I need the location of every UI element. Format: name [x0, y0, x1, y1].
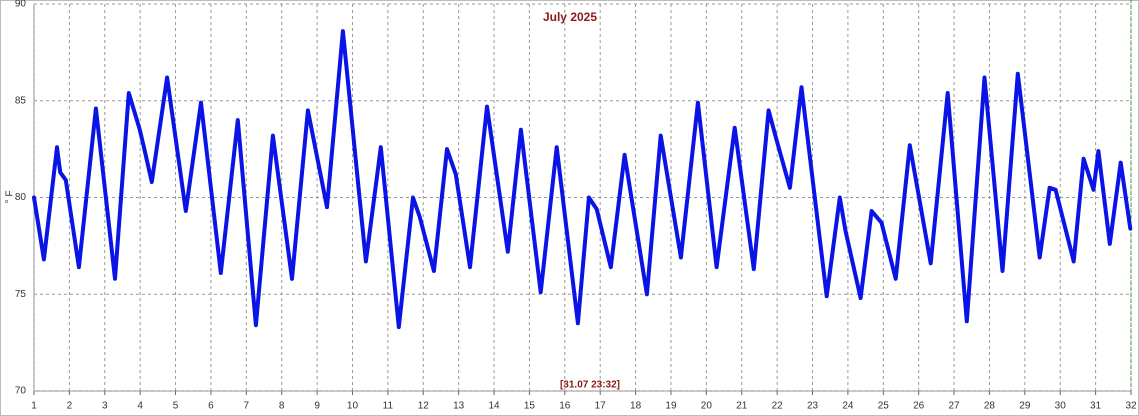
- x-tick-label: 28: [984, 401, 996, 412]
- x-tick-label: 4: [137, 401, 143, 412]
- x-tick-label: 9: [314, 401, 320, 412]
- x-tick-label: 7: [244, 401, 250, 412]
- x-tick-label: 3: [102, 401, 108, 412]
- x-tick-label: 29: [1019, 401, 1031, 412]
- x-tick-label: 16: [559, 401, 571, 412]
- temperature-line: [32, 29, 1133, 330]
- x-tick-label: 17: [595, 401, 607, 412]
- x-tick-label: 14: [488, 401, 500, 412]
- x-tick-label: 26: [913, 401, 925, 412]
- x-tick-label: 15: [524, 401, 536, 412]
- x-tick-label: 21: [736, 401, 748, 412]
- x-tick-label: 12: [418, 401, 430, 412]
- x-tick-label: 11: [383, 401, 394, 412]
- y-axis-label: ° F: [5, 191, 16, 204]
- x-tick-label: 10: [347, 401, 359, 412]
- x-tick-label: 2: [67, 401, 73, 412]
- x-tick-label: 32: [1125, 401, 1137, 412]
- x-tick-label: 24: [842, 401, 854, 412]
- x-tick-label: 6: [208, 401, 214, 412]
- x-tick-label: 20: [701, 401, 713, 412]
- x-tick-label: 8: [279, 401, 285, 412]
- x-tick-label: 25: [878, 401, 890, 412]
- x-tick-label: 27: [949, 401, 961, 412]
- x-tick-label: 31: [1090, 401, 1102, 412]
- y-tick-label: 70: [15, 386, 27, 397]
- x-tick-label: 13: [453, 401, 465, 412]
- x-tick-label: 22: [772, 401, 784, 412]
- x-tick-label: 18: [630, 401, 642, 412]
- x-tick-label: 1: [31, 401, 37, 412]
- x-tick-label: 30: [1055, 401, 1067, 412]
- x-tick-label: 19: [665, 401, 677, 412]
- x-tick-label: 5: [173, 401, 179, 412]
- y-tick-label: 75: [15, 289, 27, 300]
- y-tick-label: 90: [15, 0, 27, 10]
- x-tick-label: 23: [807, 401, 819, 412]
- timestamp: [31.07 23:32]: [560, 380, 620, 391]
- y-tick-label: 80: [15, 192, 27, 203]
- chart-title: July 2025: [543, 10, 597, 24]
- y-tick-label: 85: [15, 95, 27, 106]
